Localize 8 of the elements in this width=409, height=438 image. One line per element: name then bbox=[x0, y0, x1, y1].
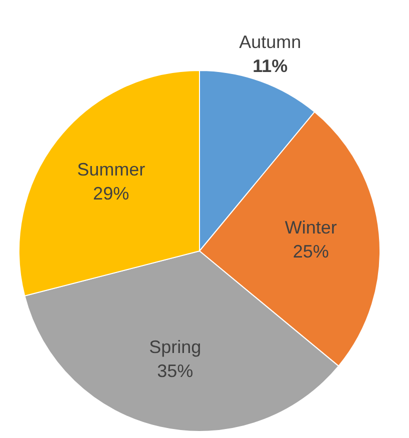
slice-label: Summer bbox=[77, 159, 146, 180]
data-label: 35% bbox=[157, 361, 194, 382]
slice-label: Winter bbox=[284, 217, 337, 238]
data-label: 29% bbox=[93, 183, 130, 204]
data-label: 11% bbox=[252, 56, 288, 76]
data-label: 25% bbox=[292, 241, 329, 262]
slice-label: Spring bbox=[149, 337, 202, 358]
slice-label: Autumn bbox=[239, 32, 302, 52]
